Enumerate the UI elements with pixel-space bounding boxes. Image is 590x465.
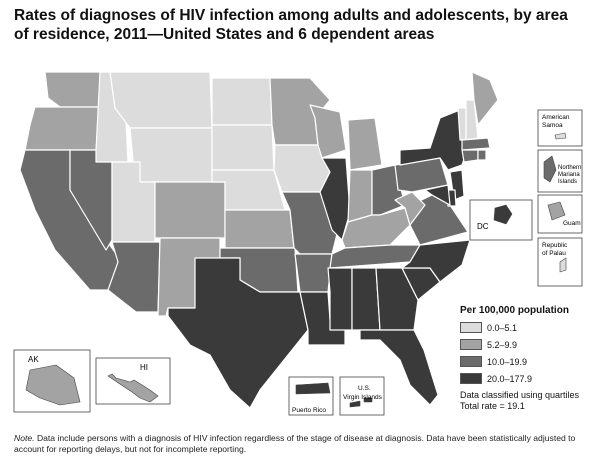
virgin-islands-inset-frame — [339, 376, 385, 416]
state-fl — [359, 329, 439, 406]
state-mp — [543, 155, 557, 183]
american-samoa-label-line2: Samoa — [542, 122, 563, 129]
virgin-islands-label: U.S. — [358, 385, 371, 392]
northern-mariana-label: Northern — [558, 165, 581, 171]
legend-label: 10.0–19.9 — [487, 356, 528, 367]
state-pw — [559, 257, 567, 273]
legend-note: Data classified using quartiles Total ra… — [460, 390, 590, 412]
state-tx — [167, 257, 309, 409]
american-samoa-label: American — [542, 114, 570, 121]
state-hi — [107, 373, 159, 403]
guam-inset-frame — [537, 194, 583, 234]
legend-item: 5.2–9.9 — [460, 337, 590, 352]
legend-swatch — [460, 339, 482, 350]
state-or — [24, 106, 101, 151]
puerto-rico-label: Puerto Rico — [292, 407, 326, 414]
alaska-inset-frame — [13, 349, 91, 413]
state-dc — [493, 204, 513, 225]
alaska-label: AK — [28, 355, 39, 364]
northern-mariana-label-line2: Mariana — [558, 172, 580, 178]
state-sd — [211, 124, 275, 171]
legend-total-rate: Total rate = 19.1 — [460, 401, 525, 411]
legend-label: 0.0–5.1 — [487, 322, 518, 333]
northern-mariana-inset-frame — [537, 149, 583, 193]
legend-item: 10.0–19.9 — [460, 354, 590, 369]
state-vt — [457, 107, 467, 141]
footnote-label: Note. — [14, 433, 35, 443]
palau-inset-frame — [537, 237, 583, 287]
palau-label-line2: of Palau — [542, 250, 566, 257]
state-as — [554, 132, 567, 140]
legend-label: 20.0–177.9 — [487, 373, 533, 384]
northern-mariana-label-line3: Islands — [558, 179, 577, 185]
state-wv — [394, 191, 426, 226]
state-wa — [44, 71, 101, 108]
legend-swatch — [460, 373, 482, 384]
legend: Per 100,000 population 0.0–5.1 5.2–9.9 1… — [460, 305, 590, 412]
state-ks — [224, 209, 295, 249]
virgin-islands-label-line2: Virgin Islands — [343, 394, 383, 401]
state-al — [351, 267, 381, 331]
american-samoa-inset-frame — [537, 109, 583, 147]
state-la — [299, 291, 346, 346]
state-ma — [461, 137, 491, 151]
puerto-rico-inset-frame — [288, 376, 334, 416]
state-md — [424, 184, 451, 206]
state-ri — [477, 149, 487, 161]
state-az — [107, 241, 161, 313]
state-wy — [129, 127, 213, 183]
dc-label: DC — [477, 222, 489, 231]
palau-label: Republic — [542, 242, 568, 249]
state-mt — [109, 71, 213, 129]
state-ak — [25, 364, 81, 406]
state-pr — [295, 382, 331, 395]
legend-item: 20.0–177.9 — [460, 371, 590, 386]
legend-swatch — [460, 356, 482, 367]
state-ms — [327, 267, 353, 331]
state-mi — [347, 117, 383, 171]
dc-inset-frame — [469, 199, 533, 241]
legend-title: Per 100,000 population — [460, 305, 569, 316]
state-vi — [349, 397, 373, 408]
state-me — [471, 71, 499, 126]
legend-classification-note: Data classified using quartiles — [460, 390, 580, 400]
state-il — [319, 157, 351, 241]
legend-label: 5.2–9.9 — [487, 339, 518, 350]
footnote: Note. Data include persons with a diagno… — [14, 433, 580, 455]
guam-label: Guam — [563, 220, 581, 227]
state-gu — [547, 201, 566, 221]
footnote-text: Data include persons with a diagnosis of… — [14, 433, 576, 454]
state-nd — [211, 77, 273, 126]
map-title: Rates of diagnoses of HIV infection amon… — [14, 7, 568, 43]
legend-swatch — [460, 322, 482, 333]
legend-item: 0.0–5.1 — [460, 320, 590, 335]
state-ar — [294, 253, 333, 293]
state-nc — [401, 239, 471, 283]
hawaii-label: HI — [140, 363, 148, 372]
hawaii-inset-frame — [95, 357, 171, 405]
state-in — [347, 169, 373, 223]
state-ga — [375, 267, 419, 331]
state-ct — [461, 149, 479, 163]
state-co — [154, 181, 226, 239]
